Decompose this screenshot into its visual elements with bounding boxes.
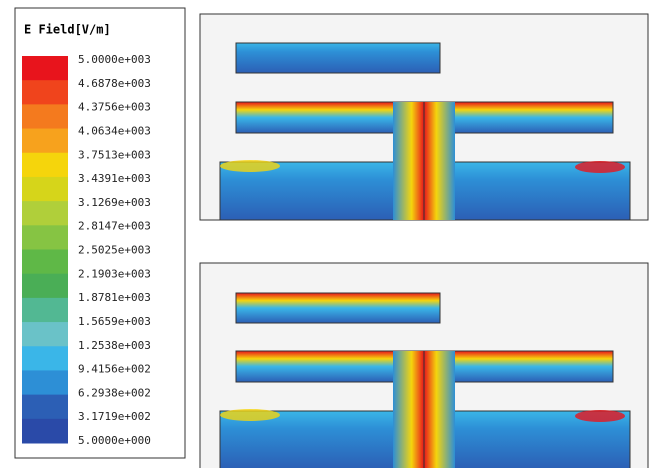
legend-label: 1.2538e+003 (78, 339, 151, 352)
legend-label: 3.1269e+003 (78, 196, 151, 209)
legend-swatch (22, 419, 68, 444)
legend-swatch (22, 177, 68, 202)
field-panel-bottom (200, 263, 648, 468)
legend-label: 2.5025e+003 (78, 244, 151, 257)
legend-swatch (22, 129, 68, 154)
legend-label: 9.4156e+002 (78, 363, 151, 376)
legend-swatch (22, 201, 68, 226)
legend-label: 4.3756e+003 (78, 101, 151, 114)
legend-label: 4.6878e+003 (78, 77, 151, 90)
legend-label: 6.2938e+002 (78, 386, 151, 399)
legend-swatch (22, 153, 68, 178)
screenshot: E Field[V/m] 5.0000e+003 4.6878e+003 4.375… (0, 0, 653, 468)
legend-swatch (22, 298, 68, 323)
legend-label: 5.0000e+003 (78, 53, 151, 66)
legend-swatch (22, 322, 68, 347)
legend-label: 2.1903e+003 (78, 267, 151, 280)
legend-label: 4.0634e+003 (78, 124, 151, 137)
field-panel-top (200, 14, 648, 220)
legend-label: 1.5659e+003 (78, 315, 151, 328)
legend-label: 3.1719e+002 (78, 410, 151, 423)
legend-swatch (22, 56, 68, 81)
legend-label: 5.0000e+000 (78, 434, 151, 447)
legend-label: 3.7513e+003 (78, 148, 151, 161)
legend-label: 2.8147e+003 (78, 220, 151, 233)
legend-swatch (22, 80, 68, 105)
legend-label: 3.4391e+003 (78, 172, 151, 185)
legend-label: 1.8781e+003 (78, 291, 151, 304)
legend-swatch (22, 225, 68, 250)
legend-swatch (22, 395, 68, 420)
legend-swatch (22, 104, 68, 129)
legend-swatch (22, 250, 68, 275)
legend-swatch (22, 274, 68, 299)
legend-swatch (22, 346, 68, 371)
legend-swatch (22, 370, 68, 395)
legend-title: E Field[V/m] (24, 23, 111, 37)
color-bar: 5.0000e+003 4.6878e+003 4.3756e+003 4.0634e… (22, 53, 151, 447)
